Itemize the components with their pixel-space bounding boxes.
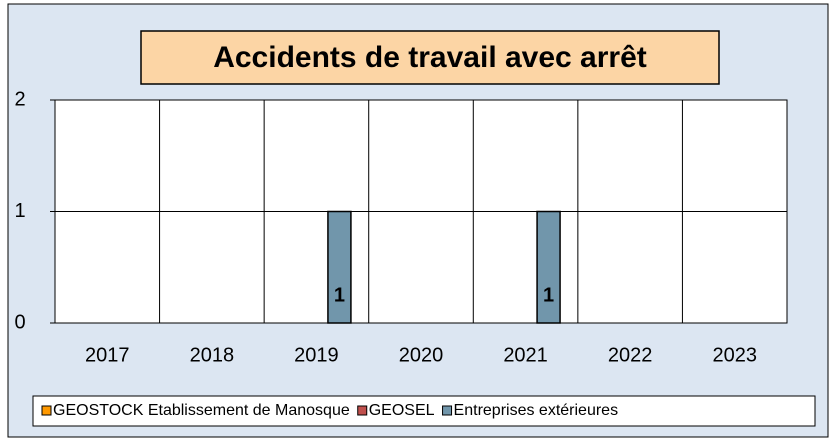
- data-label: 1: [334, 284, 345, 306]
- y-tick-label: 2: [14, 88, 25, 110]
- bar: [536, 210, 561, 324]
- x-tick-label: 2018: [190, 344, 235, 366]
- legend-swatch: [442, 405, 453, 416]
- legend-swatch: [357, 405, 368, 416]
- title-box: [140, 30, 720, 85]
- legend-label: GEOSTOCK Etablissement de Manosque: [53, 402, 350, 419]
- x-tick-label: 2017: [85, 344, 130, 366]
- y-tick-label: 1: [14, 200, 25, 222]
- x-tick-label: 2021: [503, 344, 548, 366]
- x-tick-label: 2020: [399, 344, 444, 366]
- legend-box: [32, 395, 816, 427]
- x-tick-label: 2022: [608, 344, 653, 366]
- data-label: 1: [543, 284, 554, 306]
- legend-label: GEOSEL: [369, 402, 435, 419]
- x-tick-label: 2019: [294, 344, 339, 366]
- legend-swatch: [41, 405, 52, 416]
- y-tick-label: 0: [14, 311, 25, 333]
- legend-label: Entreprises extérieures: [454, 402, 619, 419]
- bar: [327, 210, 352, 324]
- x-tick-label: 2023: [712, 344, 757, 366]
- chart-title: Accidents de travail avec arrêt: [213, 41, 647, 74]
